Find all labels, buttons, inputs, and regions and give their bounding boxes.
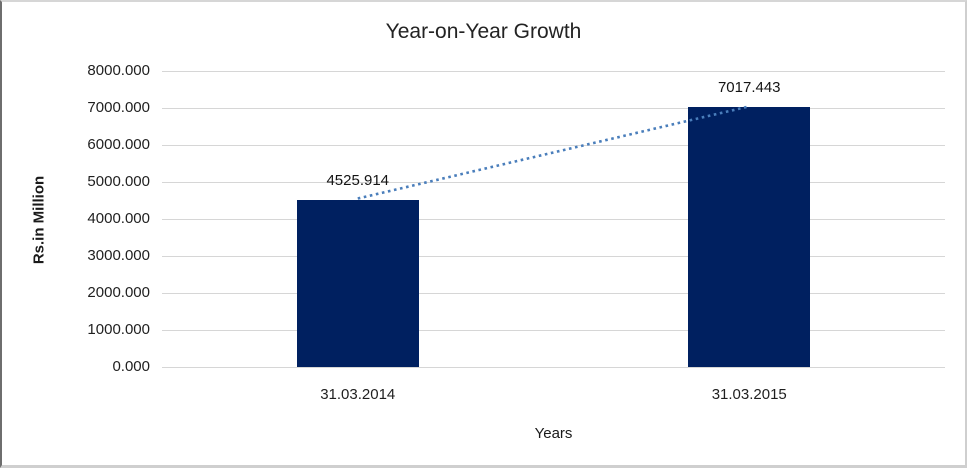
y-tick-label: 3000.000 (87, 247, 150, 264)
gridline (162, 218, 945, 220)
y-tick-label: 6000.000 (87, 136, 150, 153)
gridline (162, 70, 945, 72)
chart-title: Year-on-Year Growth (385, 20, 582, 43)
bar-value-label: 4525.914 (326, 171, 390, 189)
y-tick-label: 0.000 (112, 358, 150, 375)
gridline (162, 366, 945, 368)
gridline (162, 107, 945, 109)
gridline (162, 329, 945, 331)
y-tick-label: 2000.000 (87, 284, 150, 301)
gridline (162, 181, 945, 183)
gridline (162, 292, 945, 294)
y-tick-label: 1000.000 (87, 321, 150, 338)
gridline (162, 144, 945, 146)
x-tick-label: 31.03.2014 (320, 386, 396, 403)
gridline (162, 255, 945, 257)
y-tick-label: 8000.000 (87, 62, 150, 79)
bar-value-label: 7017.443 (717, 79, 781, 97)
bar (688, 107, 811, 367)
x-tick-label: 31.03.2015 (711, 386, 787, 403)
x-axis-title: Years (534, 425, 573, 442)
y-tick-label: 4000.000 (87, 210, 150, 227)
plot-area: 4525.914 7017.443 (162, 70, 945, 368)
bar (296, 199, 419, 367)
y-tick-label: 7000.000 (87, 99, 150, 116)
y-tick-label: 5000.000 (87, 173, 150, 190)
